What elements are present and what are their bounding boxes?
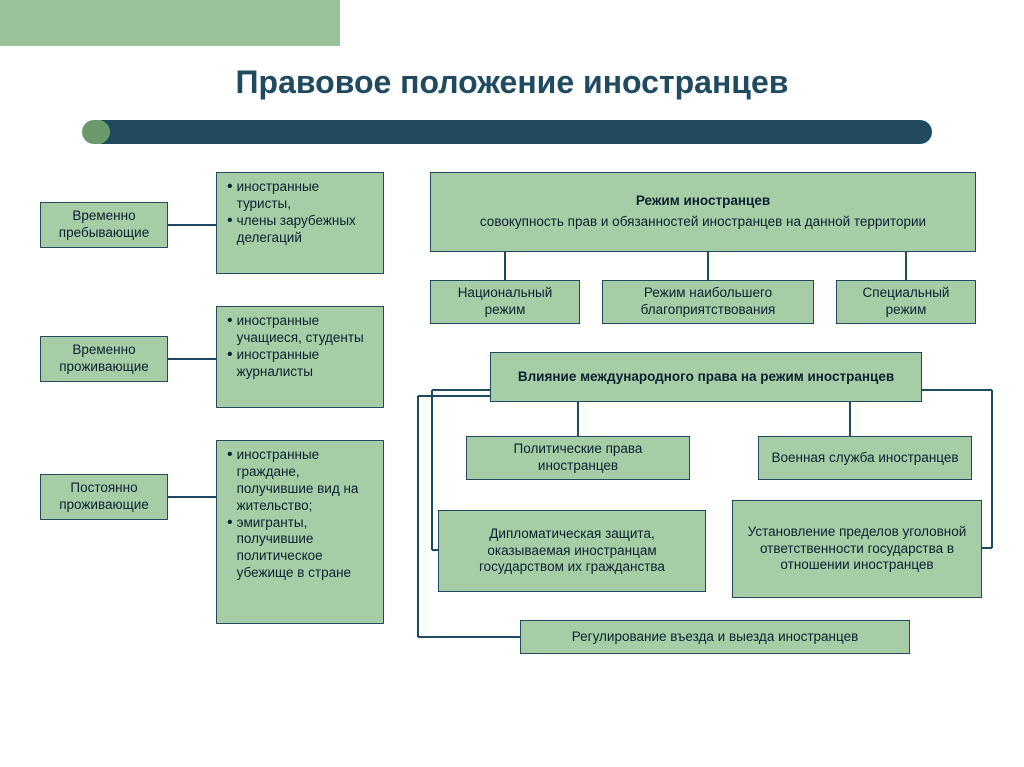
bullet-item: иностранные граждане, получившие вид на … [225, 447, 375, 515]
page-title: Правовое положение иностранцев [0, 64, 1024, 101]
cat-temp-live-label: Временно проживающие [40, 336, 168, 382]
influence-military: Военная служба иностранцев [758, 436, 972, 480]
regime-special: Специальный режим [836, 280, 976, 324]
title-bar-cap [82, 120, 110, 144]
bullet-item: иностранные учащиеся, студенты [225, 313, 375, 347]
cat-perm-live-examples: иностранные граждане, получившие вид на … [216, 440, 384, 624]
regime-mfn: Режим наибольшего благоприятствования [602, 280, 814, 324]
regime-header: Режим иностранцев совокупность прав и об… [430, 172, 976, 252]
bullet-item: иностранные журналисты [225, 347, 375, 381]
cat-temp-stay-examples: иностранные туристы, члены зарубежных де… [216, 172, 384, 274]
influence-diplomatic: Дипломатическая защита, оказываемая инос… [438, 510, 706, 592]
title-bar [90, 120, 932, 144]
cat-temp-stay-label: Временно пребывающие [40, 202, 168, 248]
regime-header-text: совокупность прав и обязанностей иностра… [480, 214, 926, 231]
cat-temp-live-examples: иностранные учащиеся, студенты иностранн… [216, 306, 384, 408]
regime-header-title: Режим иностранцев [636, 193, 770, 210]
bullet-item: эмигранты, получившие политическое убежи… [225, 515, 375, 583]
bullet-item: члены зарубежных делегаций [225, 213, 375, 247]
cat-perm-live-label: Постоянно проживающие [40, 474, 168, 520]
corner-accent [0, 0, 340, 46]
influence-political: Политические права иностранцев [466, 436, 690, 480]
influence-entry: Регулирование въезда и выезда иностранце… [520, 620, 910, 654]
influence-header: Влияние международного права на режим ин… [490, 352, 922, 402]
regime-national: Национальный режим [430, 280, 580, 324]
influence-criminal: Установление пределов уголовной ответств… [732, 500, 982, 598]
bullet-item: иностранные туристы, [225, 179, 375, 213]
